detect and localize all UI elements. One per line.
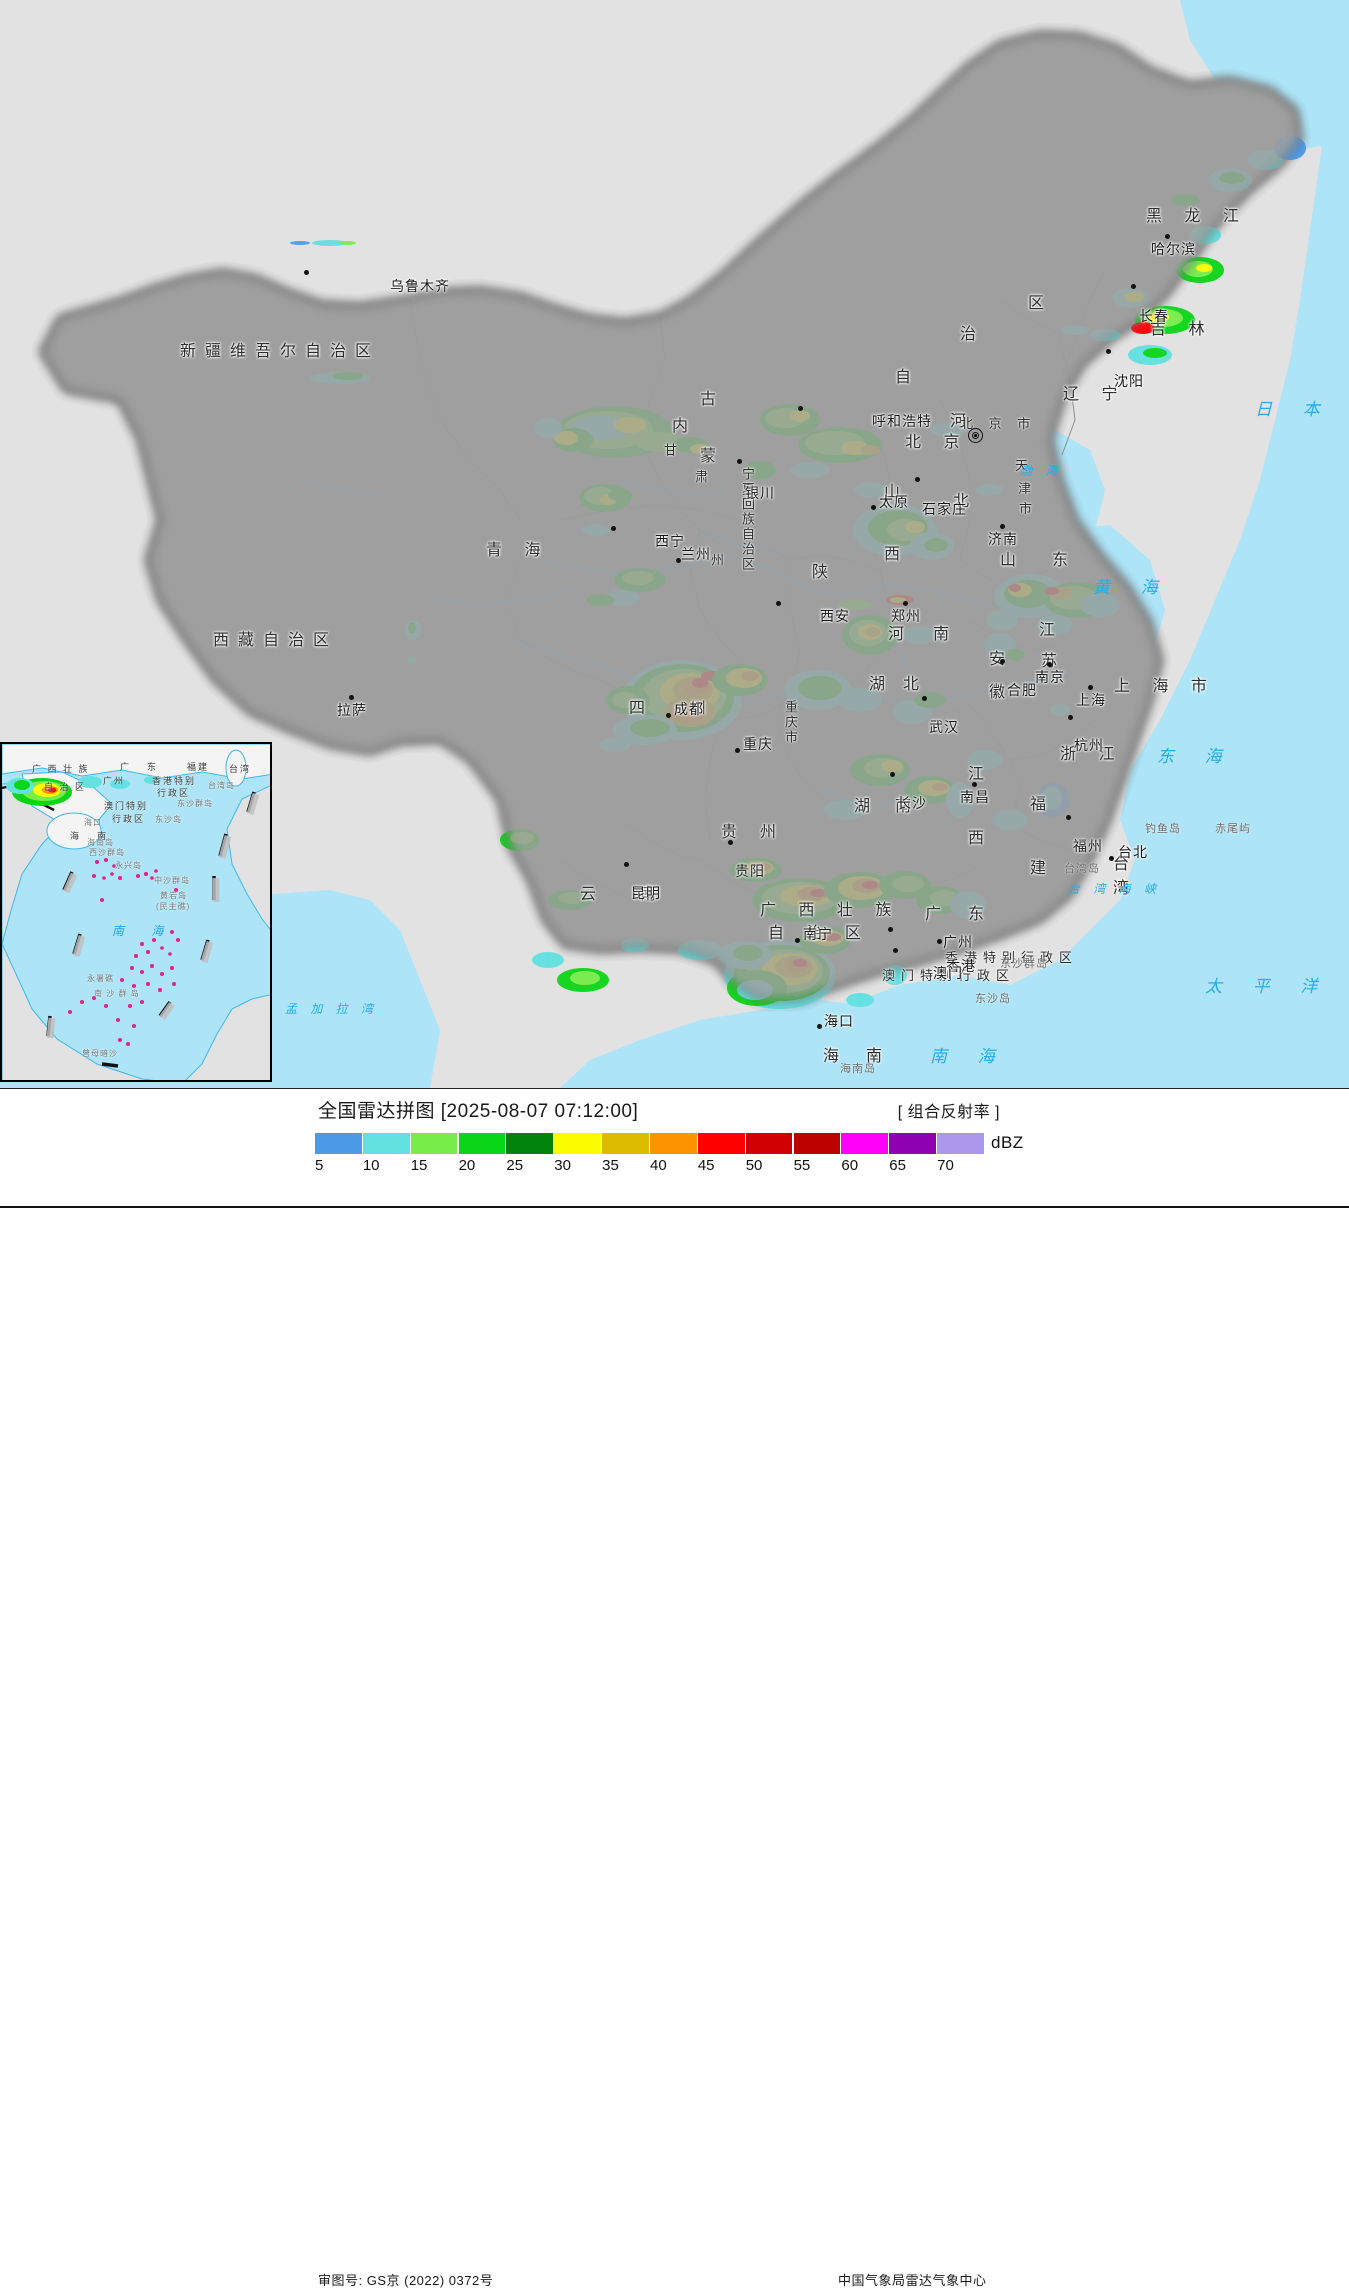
city-marker-dot bbox=[903, 601, 908, 606]
city-marker-dot bbox=[798, 406, 803, 411]
city-marker-dot bbox=[349, 695, 354, 700]
city-marker-dot bbox=[893, 948, 898, 953]
capital-marker-beijing bbox=[968, 428, 983, 443]
city-marker-dot bbox=[776, 601, 781, 606]
city-marker-dot bbox=[624, 862, 629, 867]
city-marker-dot bbox=[1000, 524, 1005, 529]
city-marker-dot bbox=[728, 840, 733, 845]
city-marker-dot bbox=[922, 696, 927, 701]
city-marker-dot bbox=[915, 477, 920, 482]
legend-tick-label: 50 bbox=[745, 1157, 763, 1174]
legend-color-swatch bbox=[745, 1133, 793, 1154]
city-marker-dot bbox=[871, 505, 876, 510]
city-marker-dot bbox=[1068, 715, 1073, 720]
legend-tick-label: 15 bbox=[410, 1157, 428, 1174]
city-marker-dot bbox=[666, 713, 671, 718]
footer-map-approval-number: 审图号: GS京 (2022) 0372号 bbox=[318, 2273, 494, 2288]
city-marker-dot bbox=[795, 938, 800, 943]
legend-color-swatch bbox=[554, 1133, 601, 1154]
legend-tick-label: 10 bbox=[362, 1157, 380, 1174]
inset-graphics bbox=[2, 744, 270, 1080]
city-marker-dot bbox=[676, 558, 681, 563]
city-marker-dot bbox=[1066, 815, 1071, 820]
city-marker-dot bbox=[888, 927, 893, 932]
dbz-legend-ticks: 5 10 15 20 25 30 35 40 45 50 55 60 65 70 bbox=[295, 1157, 1015, 1177]
dbz-unit-label: dBZ bbox=[991, 1133, 1024, 1152]
footer-title: 全国雷达拼图 [2025-08-07 07:12:00] bbox=[318, 1101, 639, 1122]
city-marker-dot bbox=[1047, 662, 1052, 667]
legend-color-swatch bbox=[697, 1133, 745, 1154]
city-marker-dot bbox=[1109, 856, 1114, 861]
city-marker-dot bbox=[737, 459, 742, 464]
legend-tick-label: 60 bbox=[841, 1157, 859, 1174]
city-marker-dot bbox=[735, 748, 740, 753]
legend-color-swatch bbox=[793, 1133, 841, 1154]
legend-tick-label: 20 bbox=[458, 1157, 476, 1174]
legend-color-swatch bbox=[458, 1133, 506, 1154]
legend-color-swatch bbox=[602, 1133, 649, 1154]
legend-tick-label: 35 bbox=[602, 1157, 619, 1174]
legend-tick-label: 40 bbox=[650, 1157, 667, 1174]
city-marker-dot bbox=[1131, 284, 1136, 289]
legend-color-swatch bbox=[315, 1133, 362, 1154]
legend-tick-label: 30 bbox=[554, 1157, 571, 1174]
legend-tick-label: 5 bbox=[315, 1157, 324, 1174]
legend-color-swatch bbox=[937, 1133, 984, 1154]
footer-product-mode: [ 组合反射率 ] bbox=[897, 1104, 1000, 1121]
city-marker-dot bbox=[972, 782, 977, 787]
city-marker-dot bbox=[890, 772, 895, 777]
south-china-sea-inset-map[interactable]: 广 西 壮 族自 治 区广东福建 台湾 香港特别 行政区 澳门特别 行政区海南广州 台湾岛东… bbox=[0, 742, 272, 1082]
city-marker-dot bbox=[1106, 349, 1111, 354]
legend-tick-label: 25 bbox=[506, 1157, 524, 1174]
legend-tick-label: 45 bbox=[697, 1157, 715, 1174]
city-marker-dot bbox=[304, 270, 309, 275]
legend-color-swatch bbox=[506, 1133, 554, 1154]
footer-bottom-rule bbox=[0, 1206, 1349, 1208]
city-marker-dot bbox=[1000, 659, 1005, 664]
city-marker-dot bbox=[937, 939, 942, 944]
city-marker-dot bbox=[817, 1024, 822, 1029]
legend-color-swatch bbox=[650, 1133, 697, 1154]
legend-color-swatch bbox=[410, 1133, 458, 1154]
dbz-color-legend bbox=[315, 1133, 985, 1154]
city-marker-dot bbox=[1088, 685, 1093, 690]
legend-tick-label: 65 bbox=[889, 1157, 906, 1174]
legend-color-swatch bbox=[841, 1133, 889, 1154]
legend-tick-label: 70 bbox=[937, 1157, 954, 1174]
legend-tick-label: 55 bbox=[793, 1157, 811, 1174]
city-marker-dot bbox=[611, 526, 616, 531]
map-footer: 全国雷达拼图 [2025-08-07 07:12:00] [ 组合反射率 ] 审… bbox=[0, 1088, 1349, 2288]
legend-color-swatch bbox=[362, 1133, 410, 1154]
footer-agency: 中国气象局雷达气象中心 bbox=[838, 2273, 987, 2288]
city-marker-dot bbox=[1165, 234, 1170, 239]
legend-color-swatch bbox=[889, 1133, 936, 1154]
